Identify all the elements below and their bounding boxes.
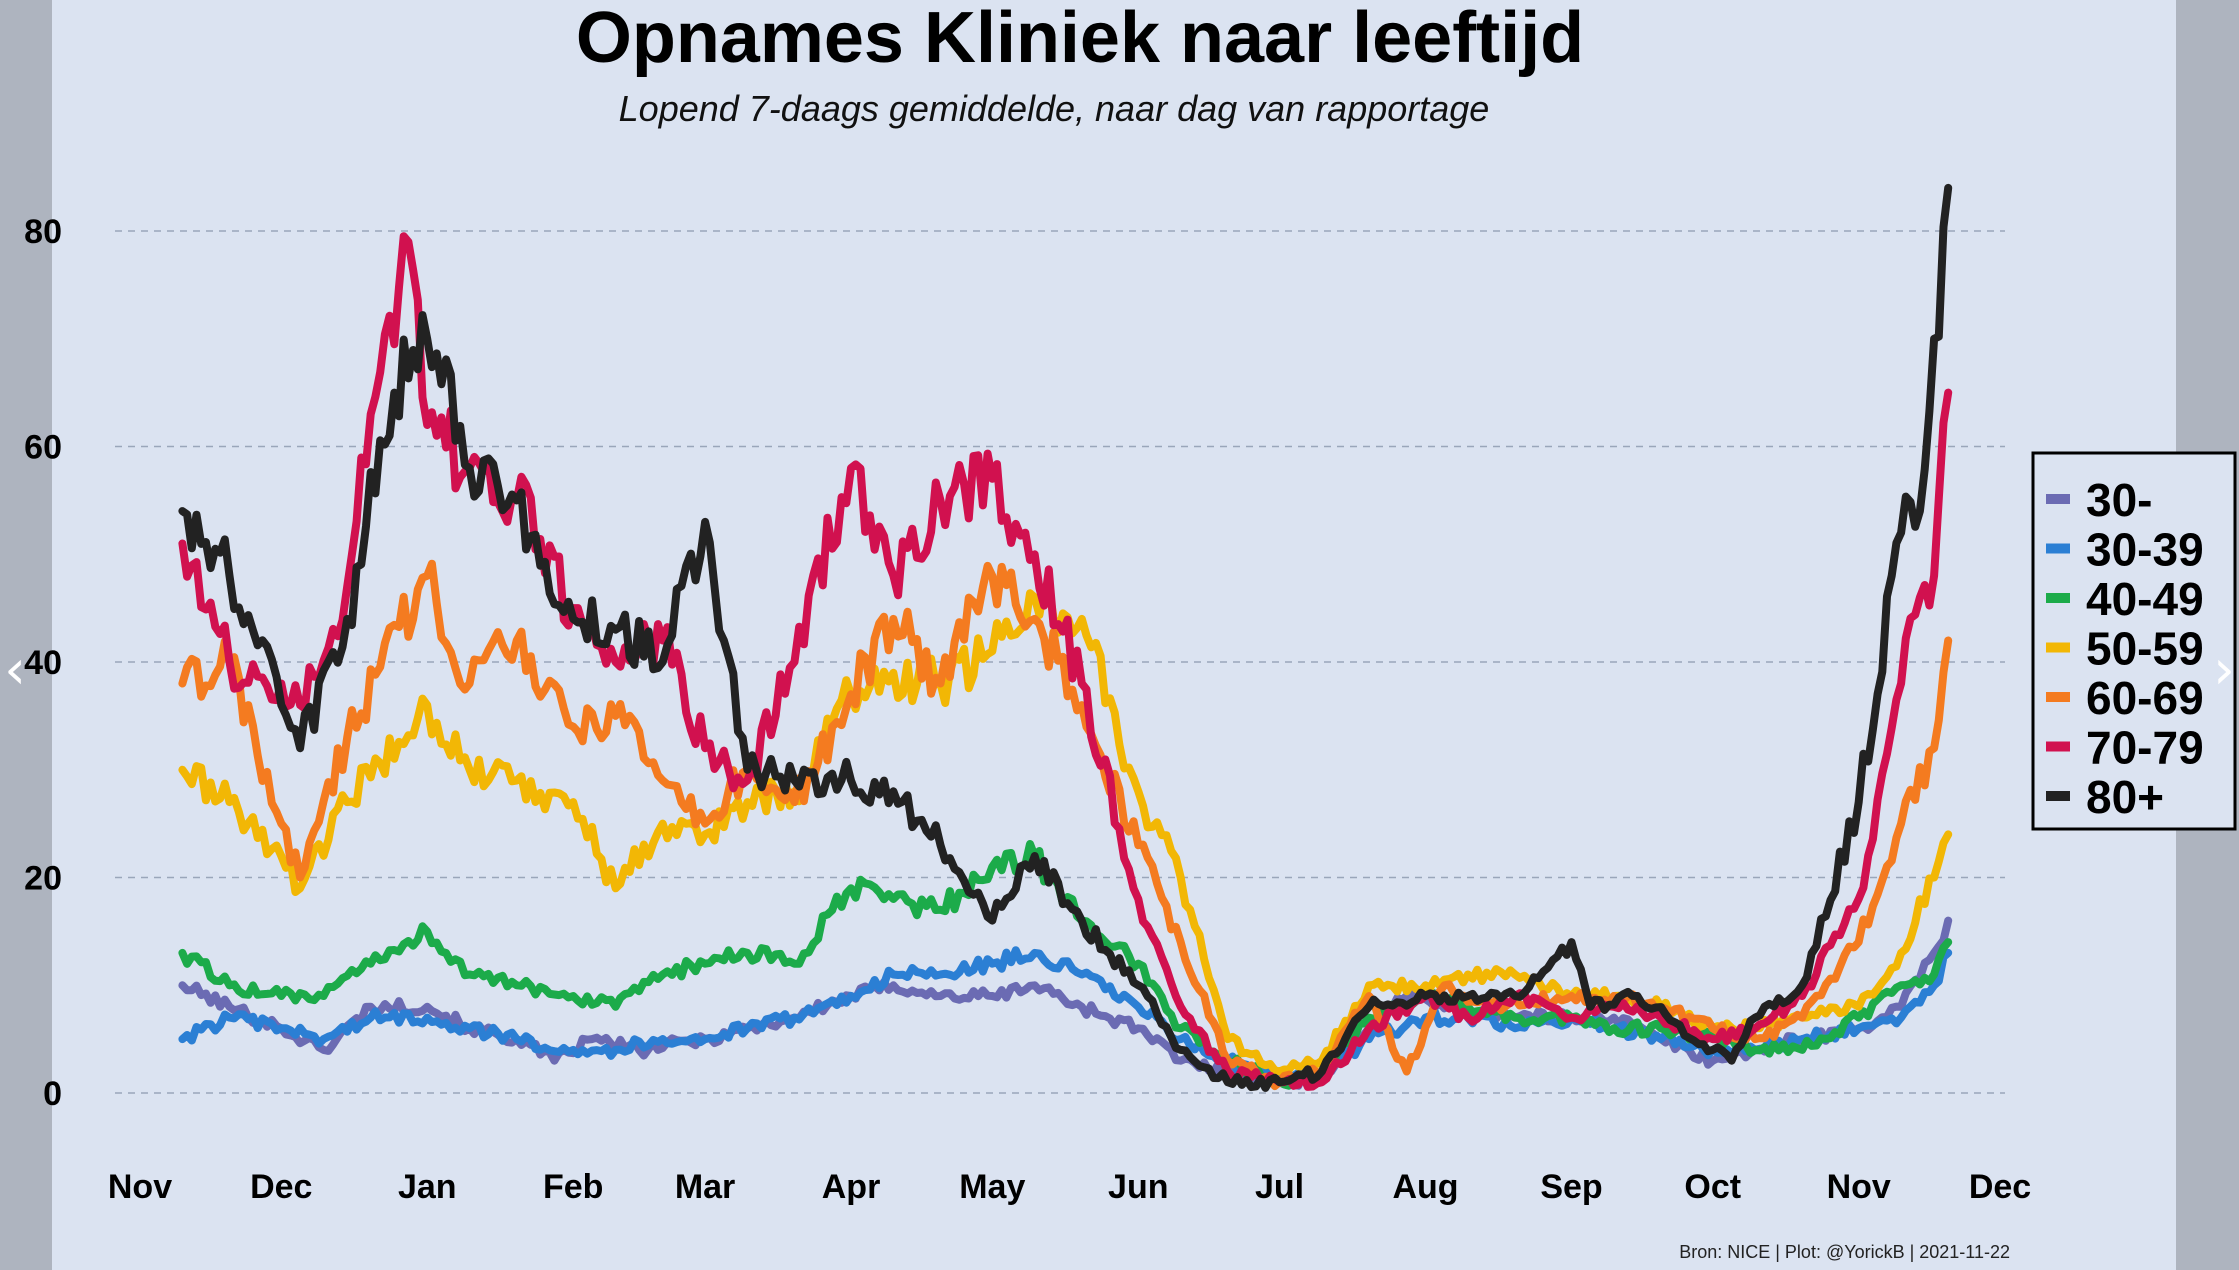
- legend-label: 70-79: [2086, 722, 2204, 774]
- x-tick-label: Jul: [1255, 1168, 1304, 1206]
- series-line-7: [178, 183, 1953, 1092]
- legend-label: 60-69: [2086, 672, 2204, 724]
- y-tick-label: 40: [24, 644, 62, 682]
- legend-box: [2031, 451, 2237, 831]
- x-tick-label: Aug: [1392, 1168, 1458, 1206]
- chart-subtitle: Lopend 7-daags gemiddelde, naar dag van …: [619, 88, 1490, 129]
- y-tick-label: 20: [24, 860, 62, 898]
- legend-label: 30-: [2086, 474, 2152, 526]
- gridlines: [115, 230, 2005, 1094]
- previous-arrow-icon[interactable]: ‹: [4, 638, 26, 701]
- series-line-2: [178, 946, 1953, 1087]
- legend-swatch: [2046, 791, 2070, 801]
- legend-swatch: [2046, 494, 2070, 504]
- x-tick-label: Apr: [822, 1168, 881, 1206]
- x-tick-label: Oct: [1684, 1168, 1741, 1206]
- x-tick-label: Mar: [675, 1168, 735, 1206]
- chart-title: Opnames Kliniek naar leeftijd: [576, 0, 1584, 78]
- legend-label: 80+: [2086, 771, 2164, 823]
- legend-swatch: [2046, 642, 2070, 653]
- series-lines: [178, 183, 1953, 1092]
- legend-swatch: [2046, 741, 2070, 752]
- legend-label: 40-49: [2086, 573, 2204, 625]
- source-caption: Bron: NICE | Plot: @YorickB | 2021-11-22: [1679, 1242, 2010, 1262]
- x-tick-label: Dec: [250, 1168, 312, 1206]
- x-tick-label: Dec: [1969, 1168, 2031, 1206]
- x-tick-label: Nov: [1827, 1168, 1891, 1206]
- y-tick-label: 60: [24, 429, 62, 467]
- legend-swatch: [2046, 543, 2070, 554]
- x-tick-label: May: [959, 1168, 1025, 1206]
- x-tick-label: Jun: [1108, 1168, 1168, 1206]
- x-tick-label: Sep: [1540, 1168, 1602, 1206]
- y-axis-ticks: 0 20 40 60 80: [24, 213, 62, 1113]
- x-tick-label: Nov: [108, 1168, 172, 1206]
- series-line-5: [178, 559, 1953, 1091]
- x-axis-ticks: Nov Dec Jan Feb Mar Apr May Jun Jul Aug Sep Oct Nov D…: [108, 1168, 2031, 1206]
- legend-label: 30-39: [2086, 524, 2204, 576]
- series-line-6: [178, 232, 1953, 1091]
- x-tick-label: Jan: [398, 1168, 457, 1206]
- y-tick-label: 0: [43, 1075, 62, 1113]
- legend-swatch: [2046, 593, 2070, 603]
- legend-swatch: [2046, 692, 2070, 702]
- legend-label: 50-59: [2086, 623, 2204, 675]
- next-arrow-icon[interactable]: ›: [2213, 638, 2235, 701]
- left-margin: [0, 0, 52, 1270]
- series-line-1: [178, 916, 1953, 1090]
- x-tick-label: Feb: [543, 1168, 603, 1206]
- y-tick-label: 80: [24, 213, 62, 251]
